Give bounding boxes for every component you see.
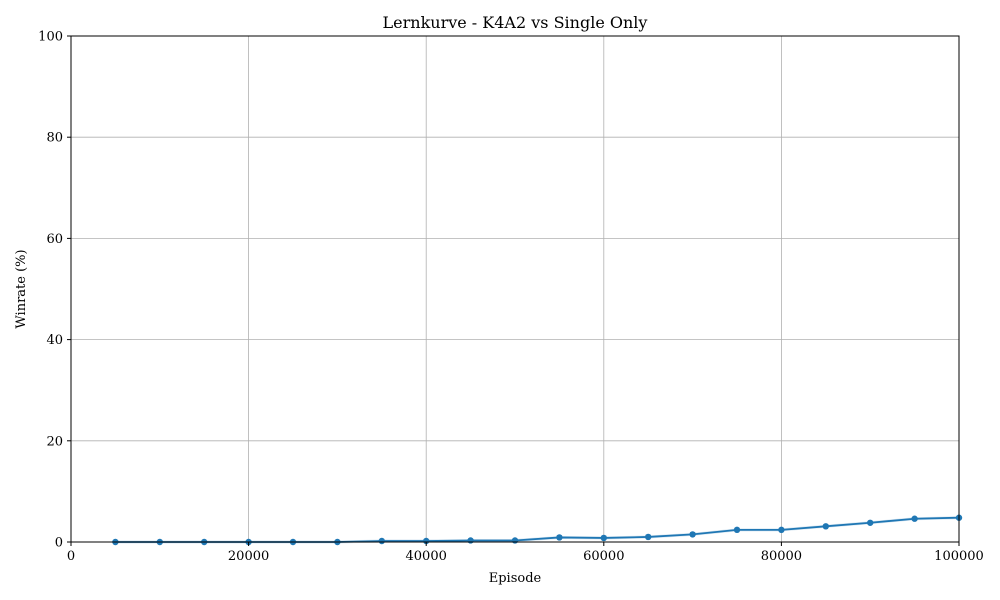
data-point: [689, 531, 696, 538]
data-point: [733, 526, 741, 534]
y-tick-label: 80: [46, 131, 63, 146]
x-tick-label: 20000: [228, 549, 269, 564]
data-point: [778, 526, 785, 534]
y-tick-label: 100: [38, 30, 63, 45]
data-point: [467, 537, 474, 544]
data-point: [378, 537, 385, 545]
data-point: [911, 515, 918, 522]
y-tick-label: 60: [46, 232, 63, 247]
y-axis-ticks: 0 20 40 60 80 100: [38, 30, 71, 551]
x-tick-label: 0: [67, 549, 75, 564]
x-tick-label: 80000: [761, 549, 802, 564]
x-tick-label: 60000: [583, 549, 624, 564]
plot-frame: [70, 35, 960, 543]
y-tick-label: 20: [46, 434, 63, 449]
x-tick-label: 40000: [406, 549, 447, 564]
data-point: [556, 534, 563, 541]
chart-title: Lernkurve - K4A2 vs Single Only: [383, 13, 648, 32]
data-point: [511, 537, 519, 544]
data-point: [423, 537, 430, 545]
y-tick-label: 40: [46, 333, 63, 348]
data-point: [645, 533, 652, 541]
data-point: [600, 534, 607, 542]
y-axis-label: Winrate (%): [14, 249, 29, 328]
x-axis-label: Episode: [489, 571, 542, 586]
x-axis-ticks: 0 20000 40000 60000 80000 100000: [67, 542, 984, 564]
series-line: [115, 516, 960, 543]
x-tick-label: 100000: [934, 549, 984, 564]
data-point: [867, 519, 874, 526]
data-point: [822, 523, 829, 530]
grid-lines: [71, 36, 959, 542]
y-tick-label: 0: [55, 536, 63, 551]
